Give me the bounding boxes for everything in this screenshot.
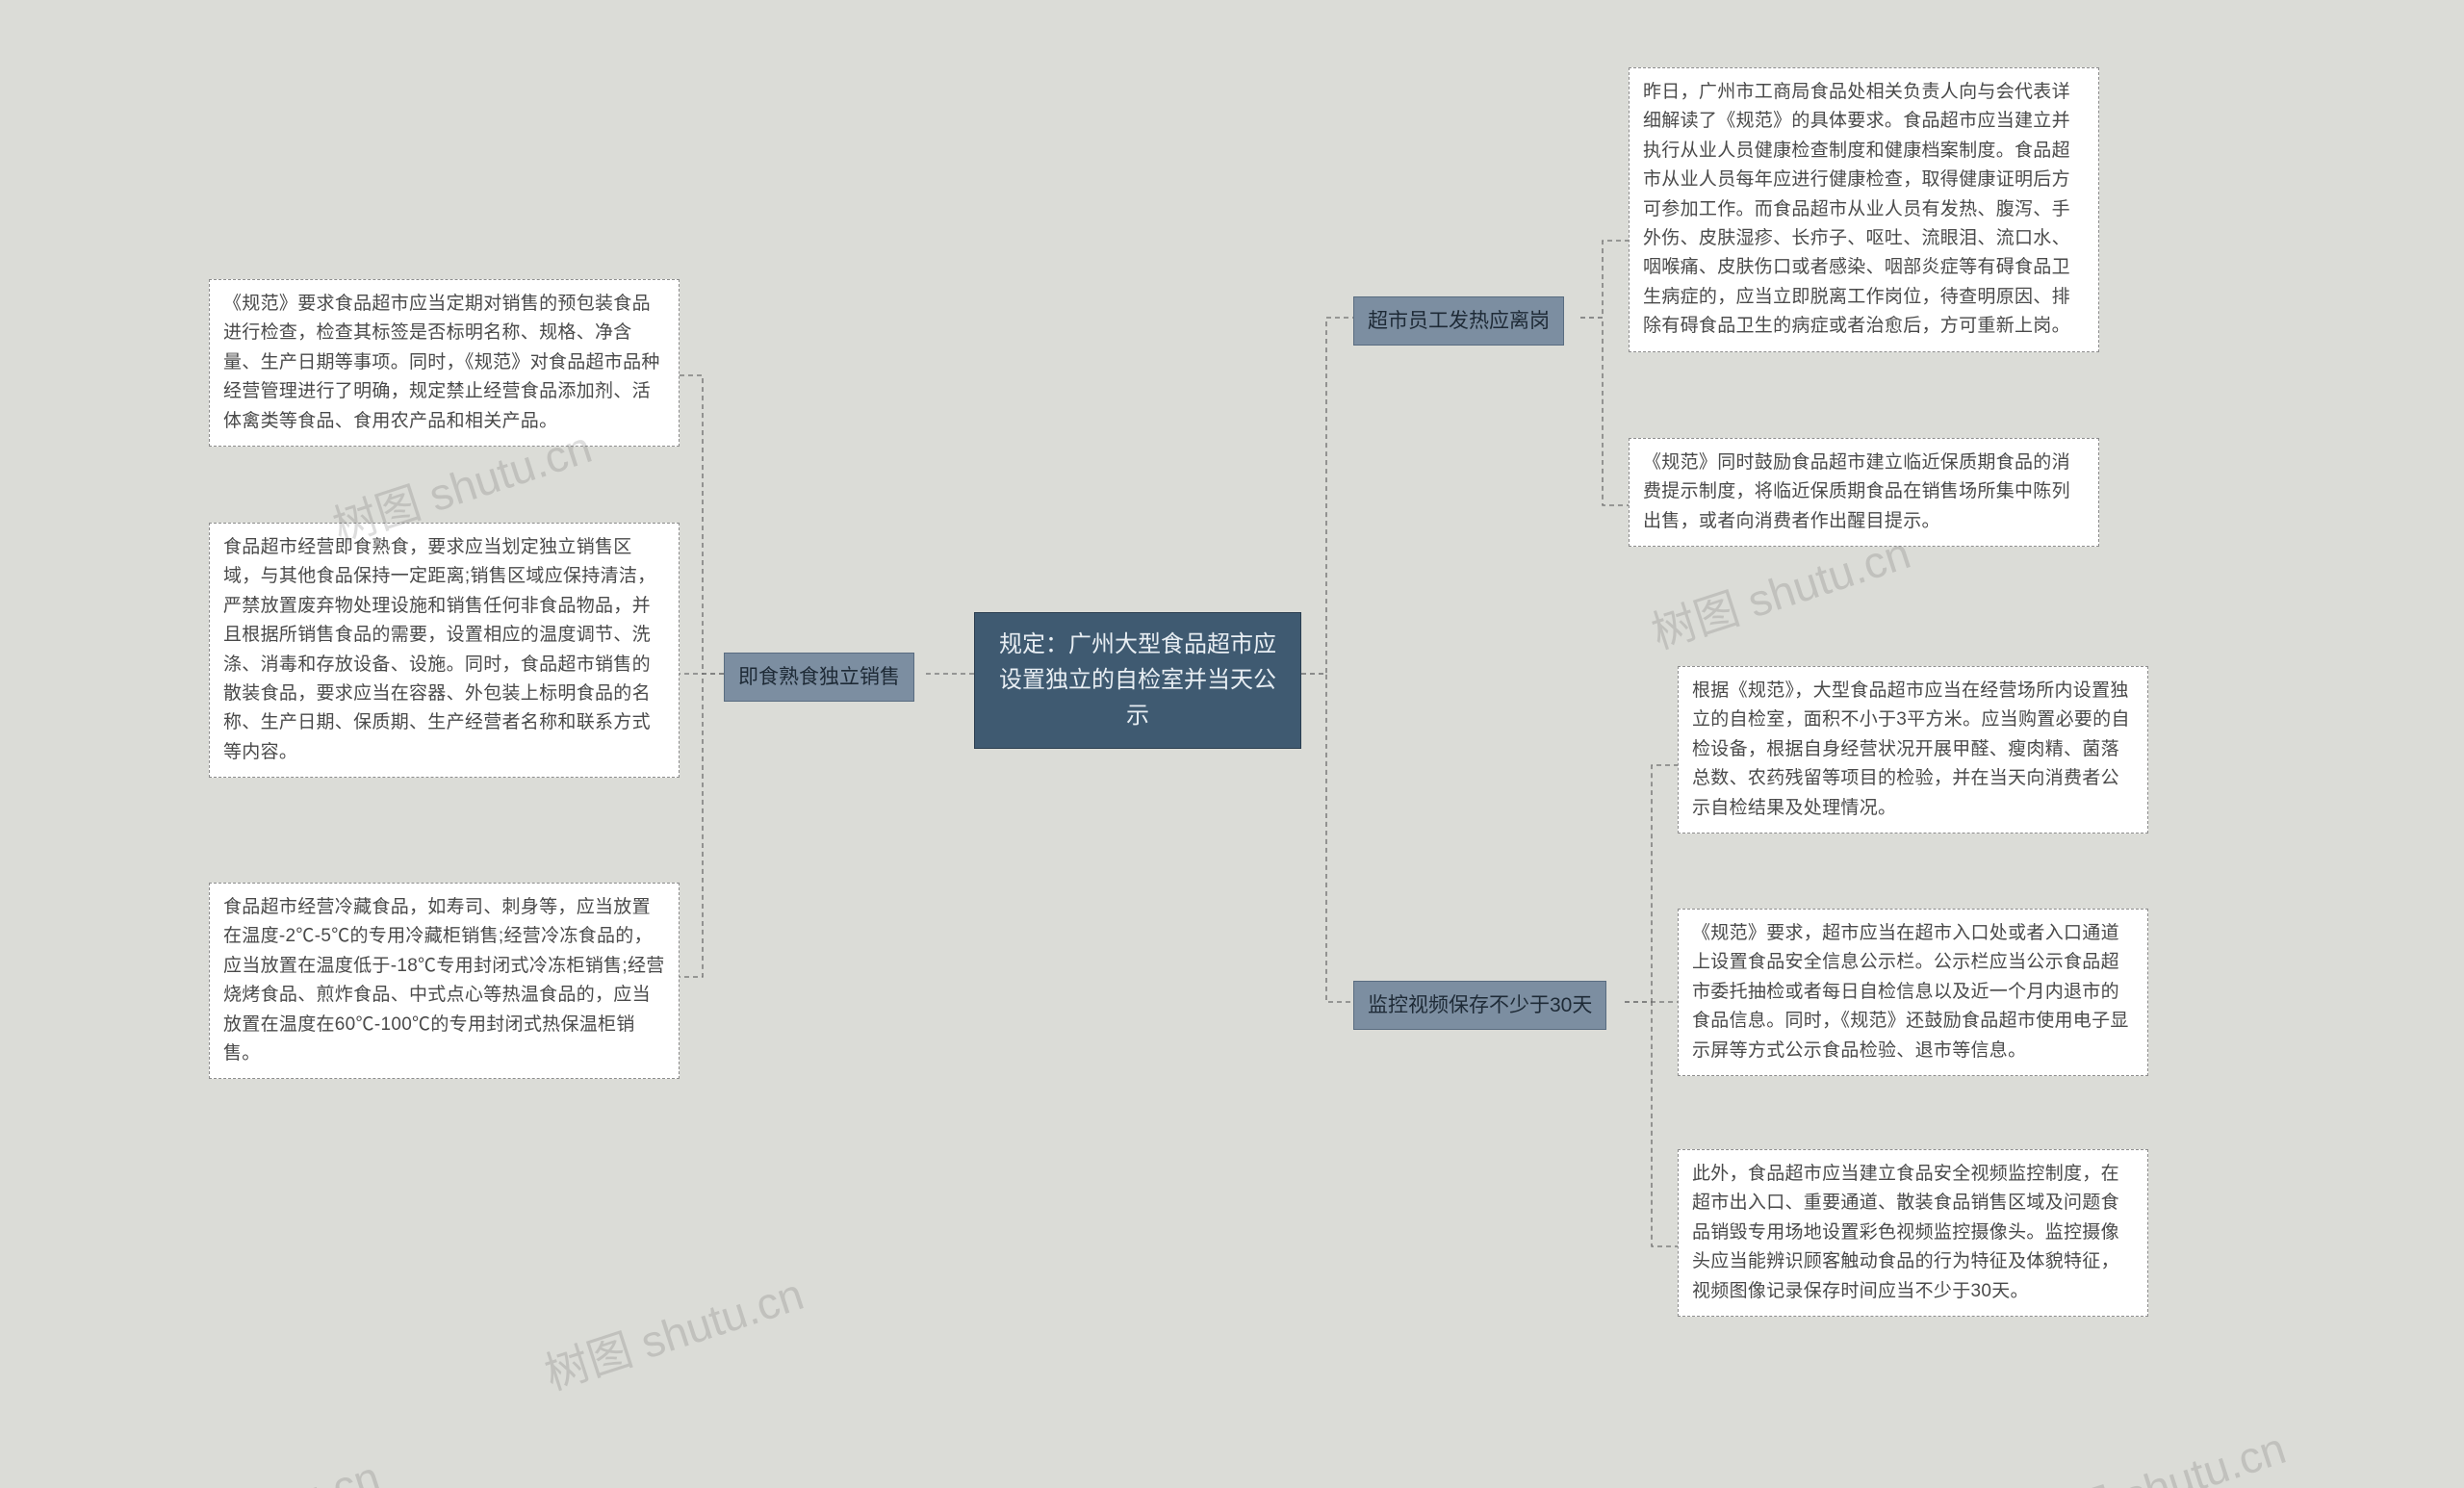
branch-right-0: 超市员工发热应离岗 (1353, 296, 1564, 346)
leaf-left-0-2: 食品超市经营冷藏食品，如寿司、刺身等，应当放置在温度-2℃-5℃的专用冷藏柜销售… (209, 883, 680, 1079)
leaf-left-0-0: 《规范》要求食品超市应当定期对销售的预包装食品进行检查，检查其标签是否标明名称、… (209, 279, 680, 447)
leaf-right-1-0: 根据《规范》，大型食品超市应当在经营场所内设置独立的自检室，面积不小于3平方米。… (1678, 666, 2148, 834)
leaf-right-1-1: 《规范》要求，超市应当在超市入口处或者入口通道上设置食品安全信息公示栏。公示栏应… (1678, 909, 2148, 1076)
branch-right-1: 监控视频保存不少于30天 (1353, 981, 1606, 1030)
watermark-text: 树图 shutu.cn (113, 1443, 387, 1488)
watermark-text: 树图 shutu.cn (536, 1260, 810, 1403)
leaf-left-0-1: 食品超市经营即食熟食，要求应当划定独立销售区域，与其他食品保持一定距离;销售区域… (209, 523, 680, 778)
mindmap-canvas: 规定：广州大型食品超市应设置独立的自检室并当天公示 即食熟食独立销售 《规范》要… (0, 0, 2464, 1488)
leaf-right-1-2: 此外，食品超市应当建立食品安全视频监控制度，在超市出入口、重要通道、散装食品销售… (1678, 1149, 2148, 1317)
leaf-right-0-0: 昨日，广州市工商局食品处相关负责人向与会代表详细解读了《规范》的具体要求。食品超… (1629, 67, 2099, 352)
leaf-right-0-1: 《规范》同时鼓励食品超市建立临近保质期食品的消费提示制度，将临近保质期食品在销售… (1629, 438, 2099, 547)
branch-left-0: 即食熟食独立销售 (724, 653, 914, 702)
center-node: 规定：广州大型食品超市应设置独立的自检室并当天公示 (974, 612, 1301, 749)
watermark-text: 树图 shutu.cn (2018, 1414, 2293, 1488)
